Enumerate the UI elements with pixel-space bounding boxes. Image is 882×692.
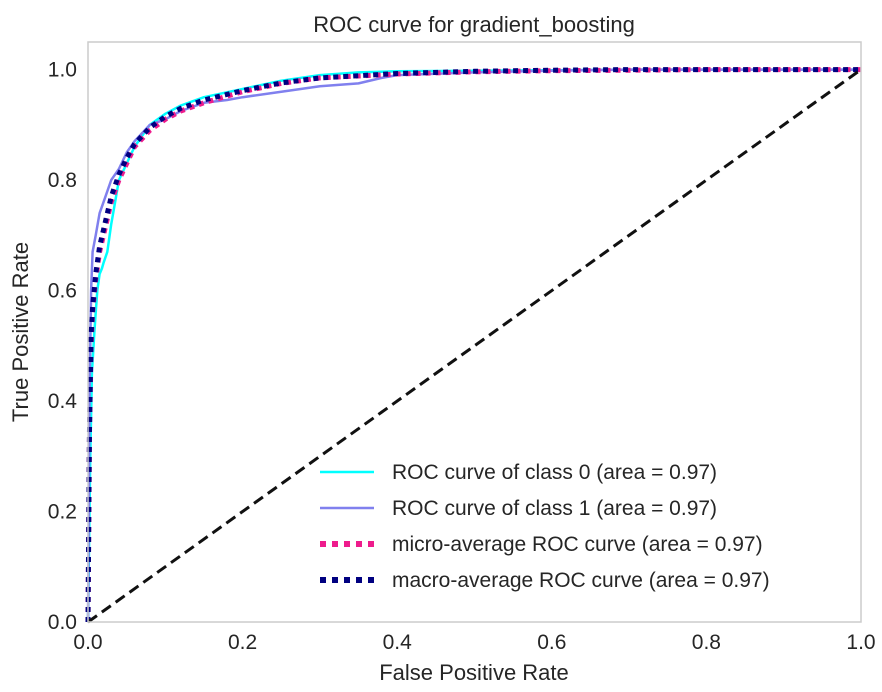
x-tick-label: 0.2 bbox=[228, 631, 257, 654]
legend-entry-label: ROC curve of class 0 (area = 0.97) bbox=[392, 461, 717, 484]
chart-title: ROC curve for gradient_boosting bbox=[313, 12, 635, 37]
legend-entry-label: micro-average ROC curve (area = 0.97) bbox=[392, 533, 763, 556]
x-axis-label: False Positive Rate bbox=[379, 660, 569, 685]
x-tick-label: 0.4 bbox=[383, 631, 413, 654]
legend-entry-label: ROC curve of class 1 (area = 0.97) bbox=[392, 497, 717, 520]
plot-frame bbox=[87, 41, 862, 623]
x-tick-label: 0.8 bbox=[692, 631, 721, 654]
legend-entry-label: macro-average ROC curve (area = 0.97) bbox=[392, 569, 770, 592]
y-tick-label: 0.0 bbox=[48, 611, 77, 634]
y-tick-label: 0.8 bbox=[48, 169, 77, 192]
y-tick-label: 0.6 bbox=[48, 280, 77, 303]
x-tick-label: 0.6 bbox=[537, 631, 566, 654]
y-tick-label: 0.2 bbox=[48, 501, 77, 524]
ticks-layer: 0.0 0.2 0.4 0.6 0.8 1.0 0.0 0.2 0.4 0.6 0.8 1.0 bbox=[48, 59, 876, 654]
x-tick-label: 0.0 bbox=[73, 631, 102, 654]
y-axis-label: True Positive Rate bbox=[8, 242, 33, 422]
y-tick-label: 1.0 bbox=[48, 59, 77, 82]
legend: ROC curve of class 0 (area = 0.97) ROC cu… bbox=[320, 461, 770, 592]
x-tick-label: 1.0 bbox=[846, 631, 875, 654]
chance-diagonal-line bbox=[87, 68, 862, 624]
y-tick-label: 0.4 bbox=[48, 390, 78, 413]
series-layer bbox=[85, 67, 862, 624]
